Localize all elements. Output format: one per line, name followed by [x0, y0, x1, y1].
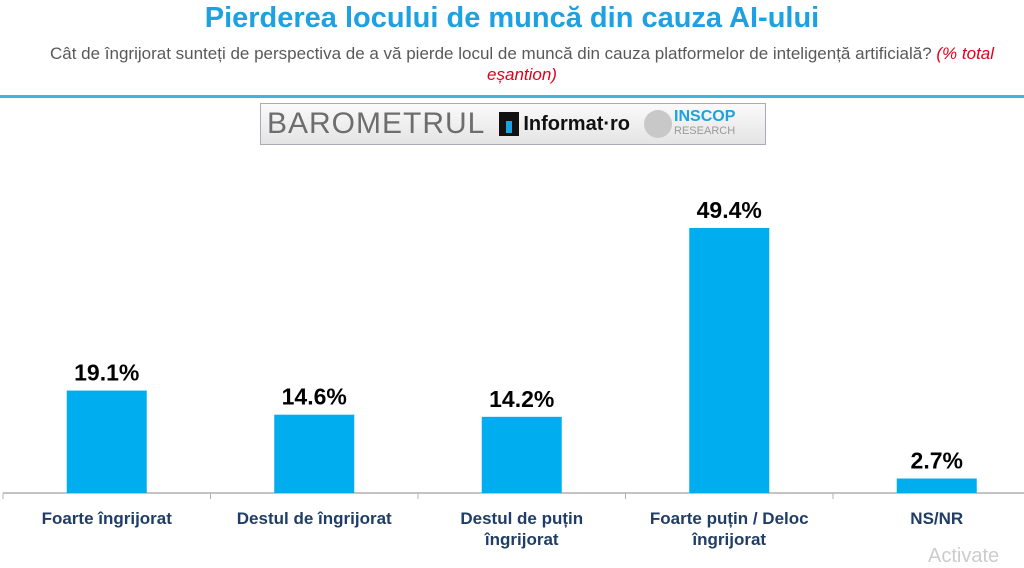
bar — [66, 390, 147, 493]
chart-title: Pierderea locului de muncă din cauza AI-… — [204, 2, 820, 34]
informat-logo: Informat·ro — [523, 112, 631, 135]
data-label: 2.7% — [911, 448, 963, 474]
divider — [0, 95, 1024, 98]
subtitle-text: Cât de îngrijorat sunteți de perspectiva… — [49, 44, 932, 63]
informat-logo-icon — [499, 112, 520, 136]
chart-subtitle: Cât de îngrijorat sunteți de perspectiva… — [40, 43, 1004, 85]
data-label: 14.6% — [282, 384, 347, 410]
data-label: 19.1% — [74, 360, 139, 386]
bar — [274, 414, 355, 493]
category-label: Destul de puțin îngrijorat — [460, 509, 584, 549]
subtitle-note: (% total eșantion) — [487, 44, 995, 84]
data-label: 49.4% — [697, 197, 762, 223]
research-text: RESEARCH — [674, 125, 736, 137]
data-label: 14.2% — [489, 386, 554, 412]
category-label: Foarte îngrijorat — [41, 509, 172, 528]
inscop-logo-icon — [644, 110, 673, 138]
watermark: Activate — [928, 545, 1000, 567]
bar — [481, 416, 562, 493]
inscop-logo: INSCOP RESEARCH — [674, 108, 736, 138]
bar — [689, 228, 770, 493]
bar — [896, 478, 977, 493]
barometru-logo: BAROMETRUL — [267, 107, 486, 140]
category-label: Foarte puțin / Deloc îngrijorat — [649, 509, 809, 549]
category-label: NS/NR — [910, 509, 964, 528]
logo-banner: BAROMETRUL Informat·ro INSCOP RESEARCH — [260, 103, 766, 145]
inscop-text: INSCOP — [674, 108, 736, 125]
category-label: Destul de îngrijorat — [236, 509, 392, 528]
